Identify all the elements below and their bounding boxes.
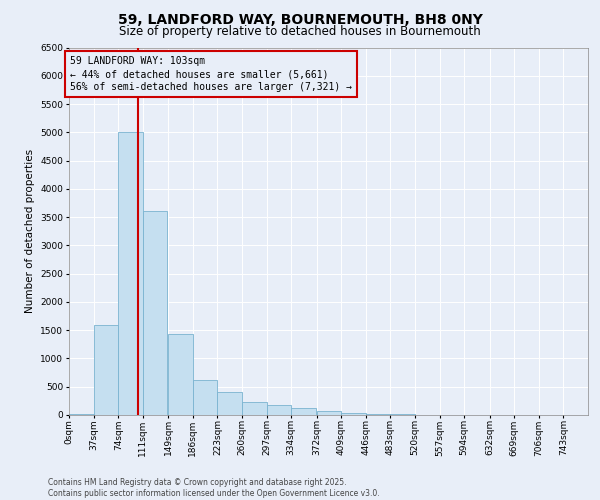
Bar (317, 412, 341, 415)
Text: Size of property relative to detached houses in Bournemouth: Size of property relative to detached ho… (119, 25, 481, 38)
Bar (193, 380, 217, 415)
Bar (391, 414, 415, 415)
Bar (217, 392, 242, 415)
Y-axis label: Number of detached properties: Number of detached properties (25, 149, 35, 314)
Bar (94, 324, 118, 415)
Bar (69, 414, 94, 415)
Text: 59 LANDFORD WAY: 103sqm
← 44% of detached houses are smaller (5,661)
56% of semi: 59 LANDFORD WAY: 103sqm ← 44% of detache… (70, 56, 352, 92)
Bar (291, 408, 316, 415)
Text: 59, LANDFORD WAY, BOURNEMOUTH, BH8 0NY: 59, LANDFORD WAY, BOURNEMOUTH, BH8 0NY (118, 12, 482, 26)
Bar (242, 402, 266, 415)
Bar (143, 212, 167, 415)
Bar (168, 334, 193, 415)
Bar (266, 405, 291, 415)
Text: Contains HM Land Registry data © Crown copyright and database right 2025.
Contai: Contains HM Land Registry data © Crown c… (48, 478, 380, 498)
Bar (118, 132, 143, 415)
Bar (366, 414, 391, 415)
Bar (341, 414, 366, 415)
